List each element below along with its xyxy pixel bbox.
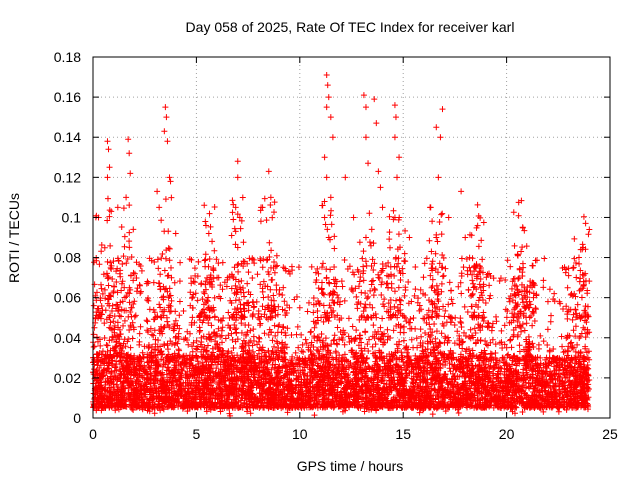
data-point: [106, 384, 113, 391]
data-point: [556, 386, 563, 393]
data-point: [366, 365, 373, 372]
data-point: [125, 384, 132, 391]
data-point: [519, 409, 526, 416]
data-point: [584, 377, 591, 384]
data-point: [314, 360, 321, 367]
data-point: [566, 359, 573, 366]
data-point: [363, 355, 370, 362]
data-point: [113, 367, 120, 374]
data-point: [456, 357, 463, 364]
data-point: [447, 368, 454, 375]
data-point: [300, 371, 307, 378]
data-point: [135, 403, 142, 410]
data-point: [347, 390, 354, 397]
data-point: [228, 369, 235, 376]
data-point: [207, 379, 214, 386]
data-point: [429, 411, 436, 418]
data-point: [146, 364, 153, 371]
data-points: [90, 72, 593, 419]
data-point: [165, 364, 172, 371]
data-point: [146, 408, 153, 415]
data-point: [449, 361, 456, 368]
data-point: [244, 408, 251, 415]
data-point: [200, 363, 207, 370]
data-point: [569, 364, 576, 371]
data-point: [280, 379, 287, 386]
data-point: [345, 363, 352, 370]
data-point: [110, 381, 117, 388]
data-point: [147, 379, 154, 386]
data-point: [303, 375, 310, 382]
data-point: [543, 365, 550, 372]
data-point: [215, 381, 222, 388]
data-point: [421, 386, 428, 393]
data-point: [429, 380, 436, 387]
data-point: [130, 372, 137, 379]
data-point: [151, 410, 158, 417]
data-point: [566, 377, 573, 384]
data-point: [383, 359, 390, 366]
data-point: [393, 362, 400, 369]
data-point: [247, 410, 254, 417]
data-point: [530, 385, 537, 392]
data-point: [257, 403, 264, 410]
data-point: [409, 379, 416, 386]
data-point: [540, 408, 547, 415]
data-point: [112, 364, 119, 371]
data-point: [178, 366, 185, 373]
data-point: [131, 369, 138, 376]
data-point: [311, 412, 318, 419]
data-point: [496, 357, 503, 364]
data-point: [455, 409, 462, 416]
data-point: [362, 373, 369, 380]
data-point: [361, 408, 368, 415]
